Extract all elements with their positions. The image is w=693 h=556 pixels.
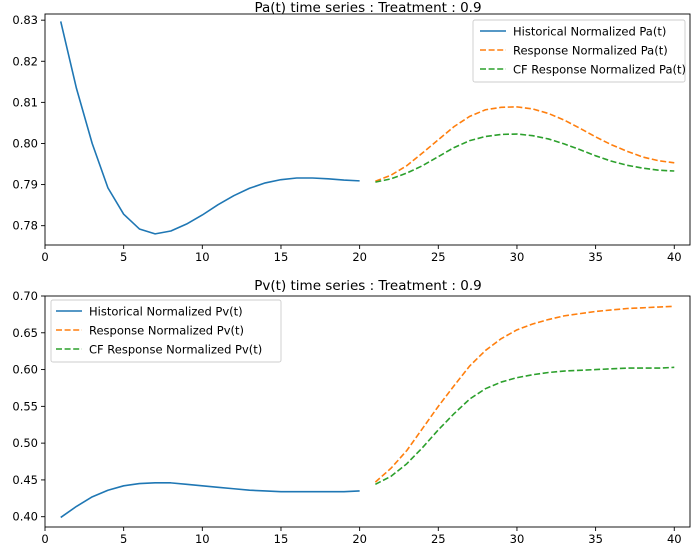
- pv-x-tick: 5: [120, 527, 127, 546]
- pv-y-tick-label: 0.55: [12, 399, 38, 413]
- pv-series-line-response: [374, 305, 675, 483]
- pa-x-tick: 10: [195, 245, 210, 264]
- pa-x-tick: 5: [120, 245, 127, 264]
- pv-x-tick: 20: [352, 527, 367, 546]
- pa-legend-box: [472, 19, 686, 83]
- pa-y-tick-label: 0.82: [12, 54, 38, 68]
- pv-y-tick-label: 0.65: [12, 326, 38, 340]
- pv-legend: Historical Normalized Pv(t) Response Nor…: [50, 299, 282, 363]
- pa-series-line-cf-response: [375, 133, 675, 183]
- pa-x-tick: 35: [588, 245, 603, 264]
- pa-legend-label-cf-response: CF Response Normalized Pa(t): [513, 63, 686, 77]
- pa-x-tick-label: 35: [588, 250, 603, 264]
- pv-legend-box: [50, 299, 282, 363]
- pv-y-tick-label: 0.70: [12, 289, 38, 303]
- pa-x-tick-label: 40: [667, 250, 682, 264]
- pv-legend-label-response: Response Normalized Pv(t): [89, 324, 244, 338]
- pv-y-tick-label: 0.40: [12, 510, 38, 524]
- pv-x-tick: 0: [41, 527, 49, 546]
- pa-x-tick: 15: [274, 245, 289, 264]
- pv-x-tick: 10: [195, 527, 210, 546]
- pv-x-tick: 35: [588, 527, 603, 546]
- pv-y-tick: 0.60: [12, 363, 45, 377]
- pv-y-tick: 0.70: [12, 289, 45, 303]
- pa-series-lines: [59, 21, 675, 235]
- pa-x-tick-label: 20: [352, 250, 367, 264]
- pv-legend-label-historical: Historical Normalized Pv(t): [89, 305, 243, 319]
- pa-y-tick: 0.81: [12, 95, 45, 109]
- pv-chart-panel: Pv(t) time series : Treatment : 0.9 0 5 10…: [12, 278, 691, 546]
- pv-y-tick: 0.50: [12, 436, 45, 450]
- pv-x-tick: 15: [274, 527, 289, 546]
- pv-axis-ticks: 0 5 10 15 20 25 30 35 40 0.40 0.45 0.50 0.55 0.60 0.65…: [12, 289, 681, 546]
- pv-series-lines: [60, 305, 675, 519]
- pa-series-line-historical: [59, 21, 360, 235]
- pa-x-tick-label: 5: [120, 250, 127, 264]
- pv-y-tick: 0.65: [12, 326, 45, 340]
- pa-y-tick-label: 0.80: [12, 136, 38, 150]
- pv-x-tick: 40: [667, 527, 682, 546]
- pv-plot-frame: [44, 295, 691, 528]
- pa-legend-label-response: Response Normalized Pa(t): [513, 44, 668, 58]
- pa-y-tick-label: 0.79: [12, 178, 38, 192]
- pv-chart-title: Pv(t) time series : Treatment : 0.9: [254, 278, 481, 294]
- pa-legend: Historical Normalized Pa(t) Response Nor…: [472, 19, 686, 83]
- pv-x-tick-label: 30: [510, 532, 525, 546]
- pv-x-tick-label: 35: [588, 532, 603, 546]
- pa-y-tick-label: 0.81: [12, 95, 38, 109]
- pa-y-tick: 0.80: [12, 136, 45, 150]
- pv-x-tick-label: 25: [431, 532, 446, 546]
- pv-x-tick-label: 20: [352, 532, 367, 546]
- pa-legend-label-historical: Historical Normalized Pa(t): [513, 25, 666, 39]
- pv-x-tick-label: 40: [667, 532, 682, 546]
- pv-x-tick-label: 0: [41, 532, 48, 546]
- pa-plot-frame: [44, 13, 691, 246]
- pa-y-tick-label: 0.78: [12, 219, 38, 233]
- pv-legend-label-cf-response: CF Response Normalized Pv(t): [89, 343, 262, 357]
- pa-y-tick: 0.83: [12, 13, 45, 27]
- pa-x-tick-label: 0: [41, 250, 48, 264]
- pa-series-line-response: [375, 106, 675, 183]
- pa-x-tick: 40: [667, 245, 682, 264]
- pv-series-line-historical: [60, 482, 360, 519]
- pa-x-tick: 0: [41, 245, 49, 264]
- pa-axis-ticks: 0 5 10 15 20 25 30 35 40 0.78 0.79 0.80 0.81 0.82 0.83: [12, 13, 681, 264]
- pa-x-tick-label: 15: [274, 250, 289, 264]
- pa-y-tick: 0.78: [12, 219, 45, 233]
- pa-x-tick: 25: [431, 245, 446, 264]
- pa-x-tick: 30: [510, 245, 525, 264]
- pv-series-line-cf-response: [375, 366, 675, 486]
- pv-y-tick-label: 0.45: [12, 473, 38, 487]
- pa-chart-panel: Pa(t) time series : Treatment : 0.9 0 5 10…: [12, 0, 691, 264]
- pv-y-tick: 0.40: [12, 510, 45, 524]
- pv-x-tick: 25: [431, 527, 446, 546]
- pv-y-tick: 0.45: [12, 473, 45, 487]
- pv-x-tick-label: 15: [274, 532, 289, 546]
- pv-y-tick-label: 0.50: [12, 436, 38, 450]
- pa-x-tick-label: 10: [195, 250, 210, 264]
- pa-x-tick-label: 25: [431, 250, 446, 264]
- pa-x-tick: 20: [352, 245, 367, 264]
- pv-y-tick: 0.55: [12, 399, 45, 413]
- pa-y-tick-label: 0.83: [12, 13, 38, 27]
- pv-x-tick-label: 5: [120, 532, 127, 546]
- pv-x-tick: 30: [510, 527, 525, 546]
- pv-y-tick-label: 0.60: [12, 363, 38, 377]
- pa-x-tick-label: 30: [510, 250, 525, 264]
- pa-chart-title: Pa(t) time series : Treatment : 0.9: [254, 0, 481, 16]
- pv-x-tick-label: 10: [195, 532, 210, 546]
- pa-y-tick: 0.82: [12, 54, 45, 68]
- pa-y-tick: 0.79: [12, 178, 45, 192]
